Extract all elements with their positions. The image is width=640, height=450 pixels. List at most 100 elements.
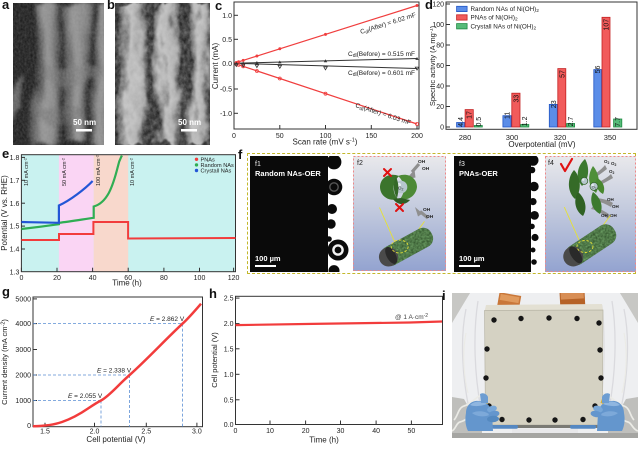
svg-text:Random NAs-OER: Random NAs-OER (255, 169, 321, 178)
svg-text:0.5: 0.5 (224, 397, 234, 404)
svg-text:100: 100 (320, 133, 332, 140)
svg-text:50 nm: 50 nm (178, 118, 201, 127)
svg-text:f3: f3 (459, 161, 465, 168)
svg-text:0: 0 (27, 423, 31, 430)
svg-text:20: 20 (53, 275, 61, 282)
svg-text:2.5: 2.5 (224, 296, 234, 303)
svg-text:OH: OH (610, 213, 617, 218)
svg-text:1.4: 1.4 (10, 247, 20, 254)
svg-text:O2: O2 (592, 185, 597, 191)
svg-text:50: 50 (408, 428, 416, 435)
svg-text:20: 20 (436, 104, 444, 111)
svg-text:f1: f1 (255, 161, 261, 168)
svg-text:23: 23 (551, 100, 558, 108)
svg-text:100 µm: 100 µm (255, 254, 281, 263)
svg-text:1.7: 1.7 (10, 178, 20, 185)
svg-text:33: 33 (513, 95, 520, 103)
svg-text:OH: OH (426, 214, 434, 220)
svg-text:57: 57 (559, 70, 566, 78)
svg-text:OH: OH (612, 204, 619, 209)
svg-text:2.0: 2.0 (224, 321, 234, 328)
svg-text:0.0: 0.0 (224, 422, 234, 429)
svg-text:2.5: 2.5 (141, 429, 151, 436)
svg-text:280: 280 (459, 133, 472, 142)
svg-text:1.6: 1.6 (10, 201, 20, 208)
svg-text:2.0: 2.0 (90, 429, 100, 436)
svg-text:150: 150 (365, 133, 377, 140)
svg-text:O2: O2 (609, 169, 615, 175)
svg-text:Specific activity (A mg-1): Specific activity (A mg-1) (430, 25, 437, 106)
svg-text:2000: 2000 (15, 373, 31, 380)
svg-text:Random NAs: Random NAs (201, 163, 234, 169)
svg-text:OH: OH (607, 197, 614, 202)
svg-text:1.8: 1.8 (10, 155, 20, 162)
svg-text:O2: O2 (604, 159, 610, 165)
svg-text:f4: f4 (548, 160, 554, 167)
svg-text:0.0: 0.0 (222, 61, 232, 68)
svg-text:@ 1 A·cm-2: @ 1 A·cm-2 (395, 313, 428, 321)
svg-text:50: 50 (276, 133, 284, 140)
svg-text:0: 0 (440, 125, 444, 132)
svg-text:300: 300 (506, 133, 519, 142)
svg-text:17: 17 (467, 111, 474, 119)
svg-text:56: 56 (595, 66, 602, 74)
svg-text:1.0: 1.0 (222, 13, 232, 20)
svg-text:200: 200 (411, 133, 423, 140)
svg-text:10: 10 (266, 428, 274, 435)
svg-text:1.5: 1.5 (40, 429, 50, 436)
svg-text:E = 2.055 V: E = 2.055 V (68, 393, 103, 400)
svg-text:30: 30 (337, 428, 345, 435)
svg-text:Current density (mA cm-2): Current density (mA cm-2) (0, 319, 9, 405)
svg-text:-1.0: -1.0 (220, 111, 232, 118)
svg-text:E = 2.338 V: E = 2.338 V (97, 368, 132, 375)
svg-text:OH: OH (601, 213, 608, 218)
svg-text:40: 40 (436, 84, 444, 91)
svg-text:1.0: 1.0 (224, 372, 234, 379)
svg-text:Crystall NAs of Ni(OH)2: Crystall NAs of Ni(OH)2 (471, 23, 537, 31)
svg-text:60: 60 (124, 275, 132, 282)
svg-text:100 mA cm-2: 100 mA cm-2 (95, 154, 103, 186)
svg-text:Potential (V vs. RHE): Potential (V vs. RHE) (0, 175, 9, 251)
svg-text:0: 0 (19, 275, 23, 282)
svg-text:100: 100 (194, 275, 206, 282)
svg-text:50 mA cm-2: 50 mA cm-2 (61, 157, 69, 186)
svg-text:1.3: 1.3 (10, 269, 20, 276)
svg-text:0: 0 (232, 133, 236, 140)
svg-text:Cdl(Before) = 0.515 mF: Cdl(Before) = 0.515 mF (348, 51, 415, 59)
svg-text:40: 40 (89, 275, 97, 282)
svg-text:Time (h): Time (h) (309, 436, 339, 445)
svg-text:100: 100 (432, 22, 444, 29)
svg-text:f2: f2 (357, 160, 363, 167)
svg-text:-0.5: -0.5 (220, 87, 232, 94)
svg-text:2.7: 2.7 (568, 117, 575, 127)
svg-text:120: 120 (432, 2, 444, 9)
svg-text:PNAs: PNAs (201, 157, 216, 163)
svg-text:0.5: 0.5 (476, 117, 483, 127)
svg-text:OH: OH (422, 166, 430, 172)
svg-text:3.0: 3.0 (192, 429, 202, 436)
svg-text:0: 0 (234, 428, 238, 435)
svg-text:3000: 3000 (15, 347, 31, 354)
svg-text:O2: O2 (611, 161, 617, 167)
svg-text:Scan rate (mV s-1): Scan rate (mV s-1) (293, 138, 358, 147)
svg-text:O2: O2 (398, 186, 404, 192)
svg-text:80: 80 (436, 43, 444, 50)
svg-text:Crystall NAs: Crystall NAs (201, 169, 232, 175)
svg-text:PNAs of Ni(OH)2: PNAs of Ni(OH)2 (471, 15, 518, 23)
svg-text:350: 350 (604, 133, 617, 142)
svg-text:107: 107 (604, 19, 611, 31)
svg-text:OH: OH (418, 159, 426, 165)
svg-text:Overpotential (mV): Overpotential (mV) (508, 140, 575, 149)
svg-text:7.7: 7.7 (615, 117, 622, 127)
svg-text:1.5: 1.5 (10, 224, 20, 231)
svg-text:Time (h): Time (h) (112, 279, 142, 288)
svg-text:OH: OH (423, 207, 431, 213)
svg-text:0.5: 0.5 (222, 37, 232, 44)
svg-text:Cell potential (V): Cell potential (V) (86, 435, 145, 444)
svg-text:4000: 4000 (15, 321, 31, 328)
svg-text:320: 320 (554, 133, 567, 142)
svg-text:50 nm: 50 nm (73, 118, 96, 127)
svg-text:E = 2.862 V: E = 2.862 V (150, 316, 185, 323)
svg-text:4.4: 4.4 (458, 117, 465, 127)
svg-text:PNAs-OER: PNAs-OER (459, 169, 498, 178)
